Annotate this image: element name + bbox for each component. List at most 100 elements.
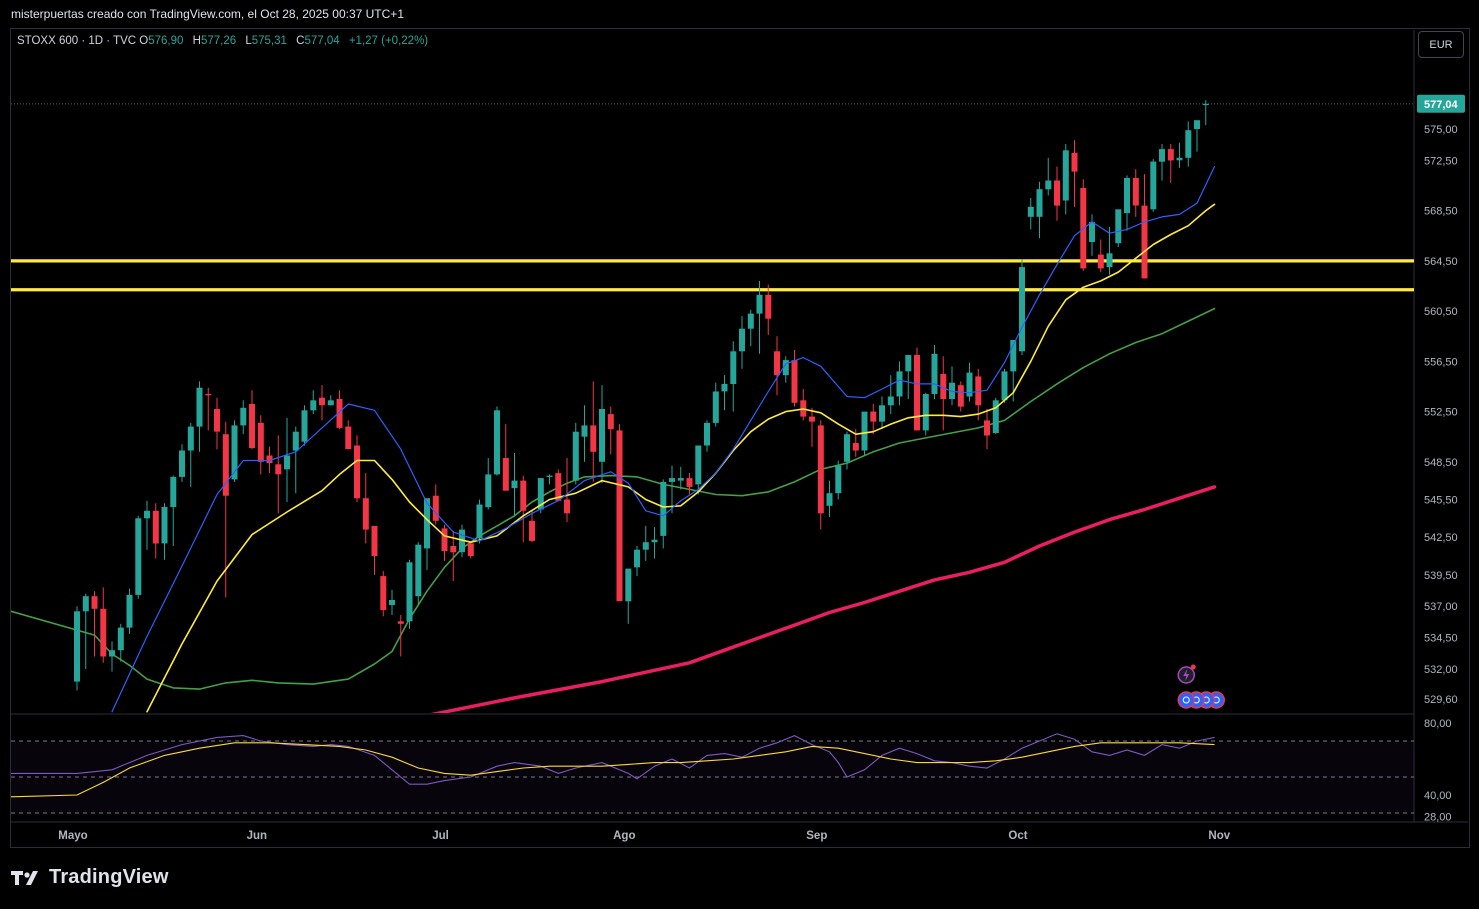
candle (1097, 239, 1104, 273)
price-tick-label: 556,50 (1424, 356, 1458, 368)
candle (74, 606, 80, 691)
candle (739, 316, 745, 369)
candle-body (564, 499, 570, 514)
candle (441, 524, 448, 562)
candle (712, 382, 719, 427)
candle-body (940, 373, 947, 399)
candle (1159, 144, 1165, 181)
candle (485, 458, 492, 510)
price-tick-label: 572,50 (1424, 155, 1458, 167)
ma-blue-line (111, 166, 1216, 713)
candle (634, 545, 640, 577)
candle-body (634, 549, 640, 568)
candle-body (240, 407, 247, 426)
candle-body (292, 431, 299, 451)
candle (616, 424, 623, 602)
candle-body (441, 528, 448, 551)
candle (1036, 181, 1043, 239)
ma-yellow-layer (146, 203, 1216, 713)
candle (546, 474, 553, 485)
candle (537, 478, 544, 514)
candle (677, 466, 684, 490)
candle-body (389, 600, 395, 605)
candle (144, 500, 150, 550)
candle-body (1124, 177, 1130, 214)
tradingview-logo[interactable]: TradingView (11, 866, 169, 889)
candle (301, 405, 308, 446)
time-tick-label: Ago (613, 830, 635, 842)
candle-body (852, 443, 859, 451)
candle-body (581, 425, 588, 437)
chart-event-icons[interactable] (1177, 664, 1225, 709)
candle (1080, 179, 1087, 271)
candle (756, 280, 763, 354)
candle (695, 445, 702, 495)
candle (984, 409, 990, 450)
candle-body (1062, 150, 1069, 201)
candle (625, 568, 632, 624)
candle (1089, 214, 1095, 256)
candle (844, 431, 850, 470)
candle-body (756, 294, 763, 314)
candle (1124, 175, 1130, 231)
candle-body (284, 455, 290, 470)
candle (887, 375, 894, 415)
candle-body (1106, 253, 1113, 268)
chart-frame (10, 28, 1470, 848)
candle (660, 479, 667, 549)
candle-body (179, 450, 185, 477)
change-value: +1,27 (+0,22%) (348, 35, 429, 47)
candle (1071, 140, 1078, 207)
candle-body (992, 400, 999, 433)
candle (905, 355, 912, 399)
symbol-legend: STOXX 600 · 1D · TVC O576,90 H577,26 L57… (17, 35, 434, 47)
candle (791, 350, 798, 407)
candle-body (1115, 209, 1122, 244)
candle-body (791, 360, 798, 403)
candle-body (1054, 180, 1060, 206)
candle-body (345, 426, 352, 450)
candle (520, 475, 527, 543)
price-tick-label: 564,50 (1424, 256, 1458, 268)
candle (782, 356, 789, 383)
price-tick-label: 542,50 (1424, 532, 1458, 544)
rsi-band-fill (11, 741, 1414, 813)
candle (861, 411, 868, 456)
candle-body (546, 475, 553, 477)
candle-body (1132, 177, 1139, 206)
candle (564, 458, 570, 523)
candle (1001, 368, 1008, 403)
candle-body (362, 498, 369, 530)
candle-body (1150, 161, 1157, 210)
candle-body (809, 416, 815, 422)
candle (319, 385, 325, 421)
high-value: 577,26 (200, 35, 237, 47)
candle (581, 405, 588, 462)
horizontal-levels (11, 103, 1414, 292)
candle-body (844, 434, 850, 462)
candle-body (879, 405, 885, 422)
candle-body (450, 546, 457, 553)
time-tick-label: Oct (1008, 830, 1027, 842)
candle (949, 366, 955, 406)
price-tick-label: 534,50 (1424, 633, 1458, 645)
candle (397, 615, 404, 657)
candle (432, 484, 439, 525)
currency-button[interactable]: EUR (1418, 31, 1464, 58)
low-label: L (245, 35, 252, 47)
candle (1202, 100, 1209, 126)
candle-body (712, 391, 719, 423)
candle-body (187, 426, 194, 451)
candle-body (1167, 149, 1174, 161)
candle-body (537, 478, 544, 510)
candle-body (467, 543, 474, 556)
candle (170, 475, 177, 546)
candle-body (669, 478, 675, 482)
candle-body (74, 611, 80, 682)
candle (152, 503, 159, 559)
tradingview-brand-text: TradingView (49, 866, 169, 888)
candle (494, 406, 500, 476)
candle-body (1141, 205, 1148, 279)
candle-body (371, 525, 378, 556)
